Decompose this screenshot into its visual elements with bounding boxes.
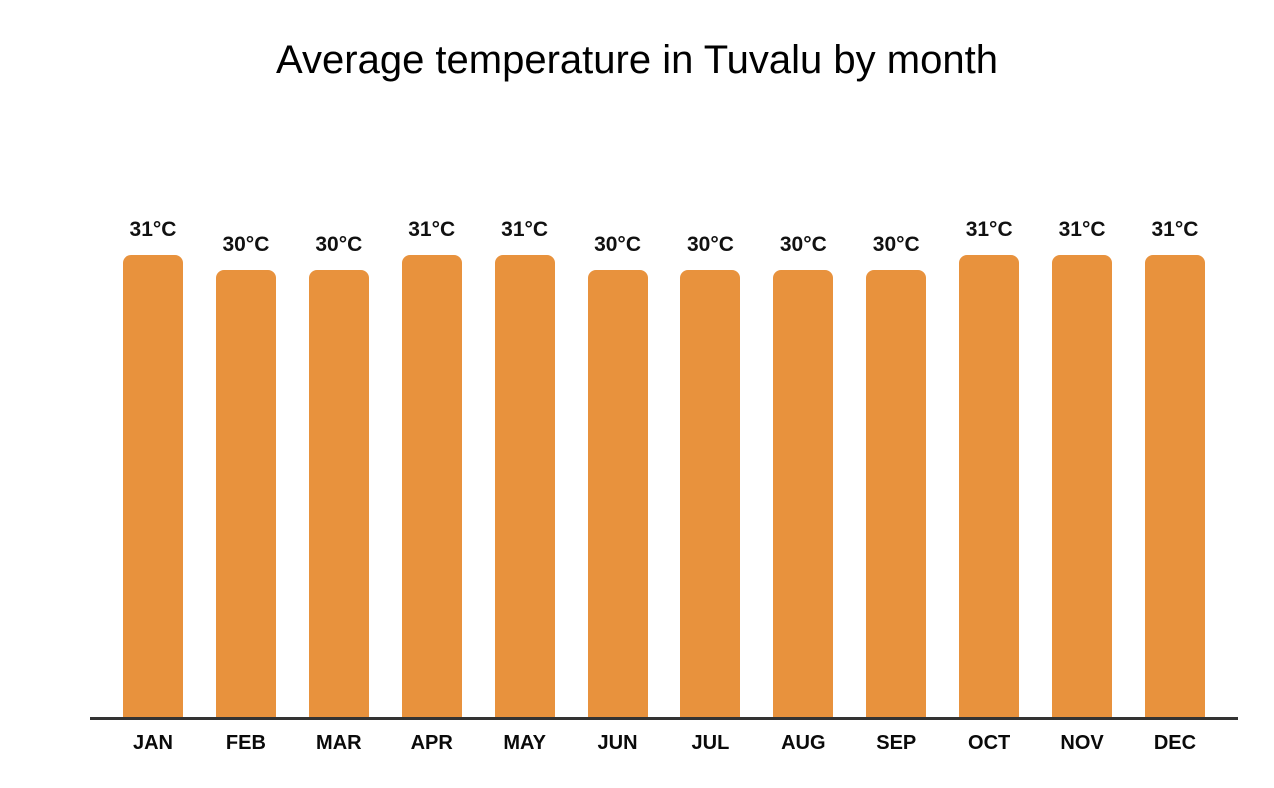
bar-value-label: 30°C bbox=[686, 233, 734, 256]
bar: 31°C bbox=[959, 218, 1020, 717]
chart-title: Average temperature in Tuvalu by month bbox=[276, 38, 998, 82]
bar: 31°C bbox=[1144, 218, 1205, 717]
bar-value-label: 30°C bbox=[872, 233, 920, 256]
bar-value-label: 31°C bbox=[129, 218, 177, 241]
bar: 30°C bbox=[680, 233, 741, 717]
x-axis-labels: JAN FEB MAR APR MAY JUN JUL AUG SEP OCT NOV DEC bbox=[90, 732, 1238, 755]
bar-value-label: 31°C bbox=[1151, 218, 1199, 241]
x-axis-label: MAR bbox=[316, 732, 362, 754]
x-axis-label: JAN bbox=[132, 732, 173, 754]
x-axis-label: JUL bbox=[691, 732, 730, 754]
x-axis-label: MAY bbox=[503, 732, 546, 754]
bar: 31°C bbox=[1052, 218, 1113, 717]
x-axis-label: OCT bbox=[968, 732, 1011, 754]
bar-value-label: 31°C bbox=[1058, 218, 1106, 241]
bar-value-label: 30°C bbox=[779, 233, 827, 256]
bar-value-label: 30°C bbox=[315, 233, 363, 256]
bar: 30°C bbox=[773, 233, 834, 717]
x-axis-label: NOV bbox=[1060, 732, 1104, 754]
plot-area: 31°C 30°C 30°C 31°C 31°C 30°C 30°C 30°C 30°C 31°C… bbox=[90, 218, 1238, 720]
bar-value-label: 30°C bbox=[222, 233, 270, 256]
x-axis-label: JUN bbox=[597, 732, 638, 754]
bar: 31°C bbox=[494, 218, 555, 717]
x-axis-label: FEB bbox=[225, 732, 266, 754]
bar-value-label: 31°C bbox=[965, 218, 1013, 241]
x-axis-label: DEC bbox=[1153, 732, 1197, 754]
bar: 30°C bbox=[866, 233, 927, 717]
bar-value-label: 31°C bbox=[501, 218, 549, 241]
bar: 31°C bbox=[401, 218, 462, 717]
bar-value-label: 31°C bbox=[408, 218, 456, 241]
x-axis-label: AUG bbox=[781, 732, 826, 754]
bar: 30°C bbox=[308, 233, 369, 717]
bar: 31°C bbox=[123, 218, 183, 717]
bar-chart: 31°C 30°C 30°C 31°C 31°C 30°C 30°C 30°C 30°C 31°C… bbox=[90, 218, 1238, 755]
bar: 30°C bbox=[215, 233, 276, 717]
bar: 30°C bbox=[587, 233, 648, 717]
bar-value-label: 30°C bbox=[594, 233, 641, 256]
x-axis-label: SEP bbox=[876, 732, 917, 754]
x-axis-label: APR bbox=[410, 732, 453, 754]
